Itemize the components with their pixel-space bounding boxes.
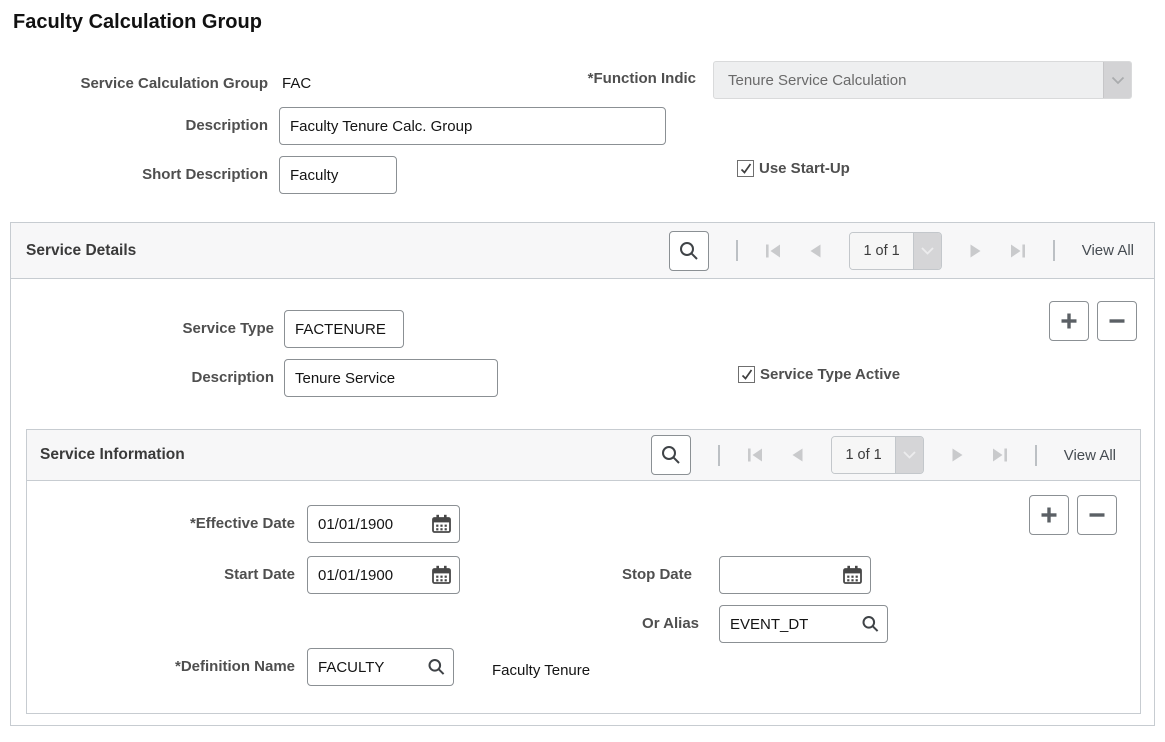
plus-icon xyxy=(1041,507,1057,523)
minus-icon xyxy=(1109,319,1125,323)
function-indic-select[interactable]: Tenure Service Calculation xyxy=(713,61,1132,99)
definition-name-label: *Definition Name xyxy=(174,658,295,675)
separator xyxy=(1034,444,1037,466)
find-button[interactable] xyxy=(669,230,710,271)
service-type-label: Service Type xyxy=(182,320,274,337)
previous-row-icon[interactable] xyxy=(791,447,804,463)
row-counter-value: 1 of 1 xyxy=(832,437,895,473)
row-counter-select[interactable]: 1 of 1 xyxy=(831,436,924,474)
view-all-link[interactable]: View All xyxy=(1081,242,1134,259)
chevron-down-icon xyxy=(912,232,941,269)
first-row-icon[interactable] xyxy=(765,243,782,259)
service-details-record-navigation: 1 of 1 View All xyxy=(669,223,1134,278)
find-button[interactable] xyxy=(651,435,692,475)
service-calc-group-label: Service Calculation Group xyxy=(80,75,268,92)
or-alias-input[interactable] xyxy=(719,605,888,643)
sd-description-input[interactable] xyxy=(284,359,498,397)
service-type-active-label: Service Type Active xyxy=(760,366,901,383)
short-description-input[interactable] xyxy=(279,156,397,194)
start-date-label: Start Date xyxy=(224,566,295,583)
function-indic-label: *Function Indic xyxy=(587,70,696,87)
chevron-down-icon xyxy=(1103,62,1131,98)
effective-date-input[interactable] xyxy=(307,505,460,543)
use-startup-label: Use Start-Up xyxy=(759,160,850,177)
delete-row-button[interactable] xyxy=(1077,495,1117,535)
start-date-input[interactable] xyxy=(307,556,460,594)
service-details-panel: Service Details 1 of 1 xyxy=(10,222,1155,726)
checkbox-checked-icon xyxy=(737,160,754,177)
calendar-icon[interactable] xyxy=(431,565,452,585)
service-details-title: Service Details xyxy=(26,241,137,259)
sd-description-label: Description xyxy=(191,369,274,386)
use-startup-checkbox[interactable]: Use Start-Up xyxy=(737,160,850,177)
row-counter-select[interactable]: 1 of 1 xyxy=(849,231,942,270)
calendar-icon[interactable] xyxy=(842,565,863,585)
next-row-icon[interactable] xyxy=(951,447,964,463)
service-details-header: Service Details 1 of 1 xyxy=(11,223,1154,279)
plus-icon xyxy=(1061,313,1077,329)
delete-row-button[interactable] xyxy=(1097,301,1137,341)
separator xyxy=(1052,240,1055,261)
service-calc-group-value: FAC xyxy=(282,75,312,92)
service-type-input[interactable] xyxy=(284,310,404,348)
page-title: Faculty Calculation Group xyxy=(13,11,262,33)
definition-description-text: Faculty Tenure xyxy=(492,662,591,679)
add-row-button[interactable] xyxy=(1049,301,1089,341)
stop-date-input[interactable] xyxy=(719,556,871,594)
service-type-active-checkbox[interactable]: Service Type Active xyxy=(738,366,900,383)
service-information-record-navigation: 1 of 1 View All xyxy=(651,430,1116,480)
service-information-title: Service Information xyxy=(40,446,185,463)
lookup-icon[interactable] xyxy=(427,658,446,677)
previous-row-icon[interactable] xyxy=(809,243,822,259)
chevron-down-icon xyxy=(894,437,923,473)
description-label: Description xyxy=(185,117,268,134)
view-all-link[interactable]: View All xyxy=(1063,446,1116,464)
service-information-header: Service Information 1 of 1 xyxy=(27,430,1140,481)
add-row-button[interactable] xyxy=(1029,495,1069,535)
last-row-icon[interactable] xyxy=(1009,243,1026,259)
search-icon xyxy=(662,446,681,464)
or-alias-label: Or Alias xyxy=(642,615,699,632)
calendar-icon[interactable] xyxy=(431,514,452,534)
description-input[interactable] xyxy=(279,107,666,145)
function-indic-selected-value: Tenure Service Calculation xyxy=(728,71,907,89)
minus-icon xyxy=(1089,513,1105,517)
last-row-icon[interactable] xyxy=(991,447,1008,463)
search-icon xyxy=(680,241,699,260)
effective-date-label: *Effective Date xyxy=(189,515,295,532)
separator xyxy=(736,240,739,261)
next-row-icon[interactable] xyxy=(969,243,982,259)
row-counter-value: 1 of 1 xyxy=(850,232,913,269)
first-row-icon[interactable] xyxy=(747,447,764,463)
short-description-label: Short Description xyxy=(142,166,268,183)
lookup-icon[interactable] xyxy=(861,615,880,634)
checkbox-checked-icon xyxy=(738,366,755,383)
service-information-panel: Service Information 1 of 1 xyxy=(26,429,1141,714)
separator xyxy=(718,444,721,466)
stop-date-label: Stop Date xyxy=(621,566,692,583)
